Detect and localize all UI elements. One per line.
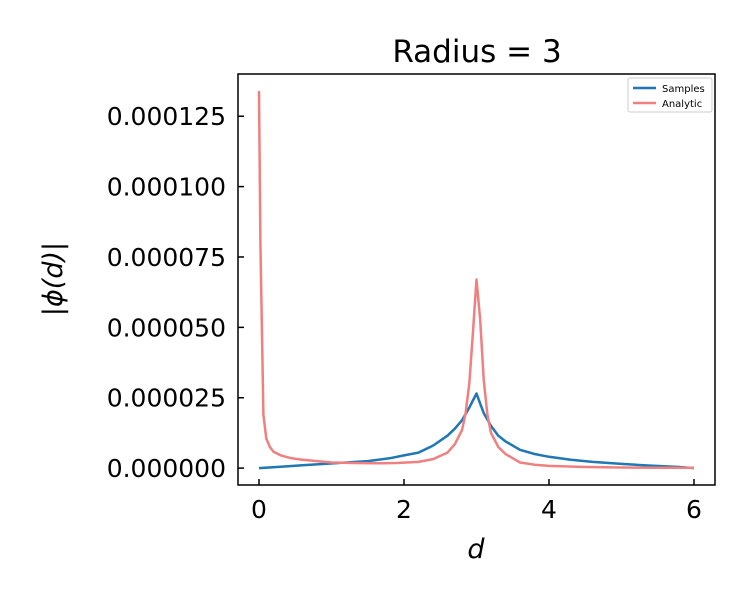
y-axis-label: |ϕ(d)|	[38, 242, 69, 316]
x-tick-label: 2	[396, 495, 412, 524]
series-line-samples	[258, 392, 695, 470]
y-tick-label: 0.000075	[107, 243, 226, 272]
series-line-analytic	[257, 90, 694, 470]
legend-label-samples: Samples	[662, 84, 705, 95]
x-tick-label: 6	[686, 495, 702, 524]
y-tick-label: 0.000125	[107, 102, 226, 131]
y-tick-label: 0.000100	[107, 173, 226, 202]
legend-label-analytic: Analytic	[662, 99, 702, 110]
y-tick-label: 0.000025	[107, 384, 226, 413]
series-layer	[257, 90, 695, 470]
x-axis-label: d	[467, 534, 485, 565]
chart-title: Radius = 3	[392, 34, 561, 70]
x-tick-label: 4	[541, 495, 557, 524]
y-tick-label: 0.000050	[107, 313, 226, 342]
x-axis: 0 2 4 6	[251, 479, 702, 524]
y-tick-label: 0.000000	[107, 454, 226, 483]
legend: Samples Analytic	[627, 77, 713, 113]
y-axis: 0.000000 0.000025 0.000050 0.000075 0.000100…	[107, 102, 244, 483]
plot-frame	[237, 73, 716, 486]
x-tick-label: 0	[251, 495, 267, 524]
